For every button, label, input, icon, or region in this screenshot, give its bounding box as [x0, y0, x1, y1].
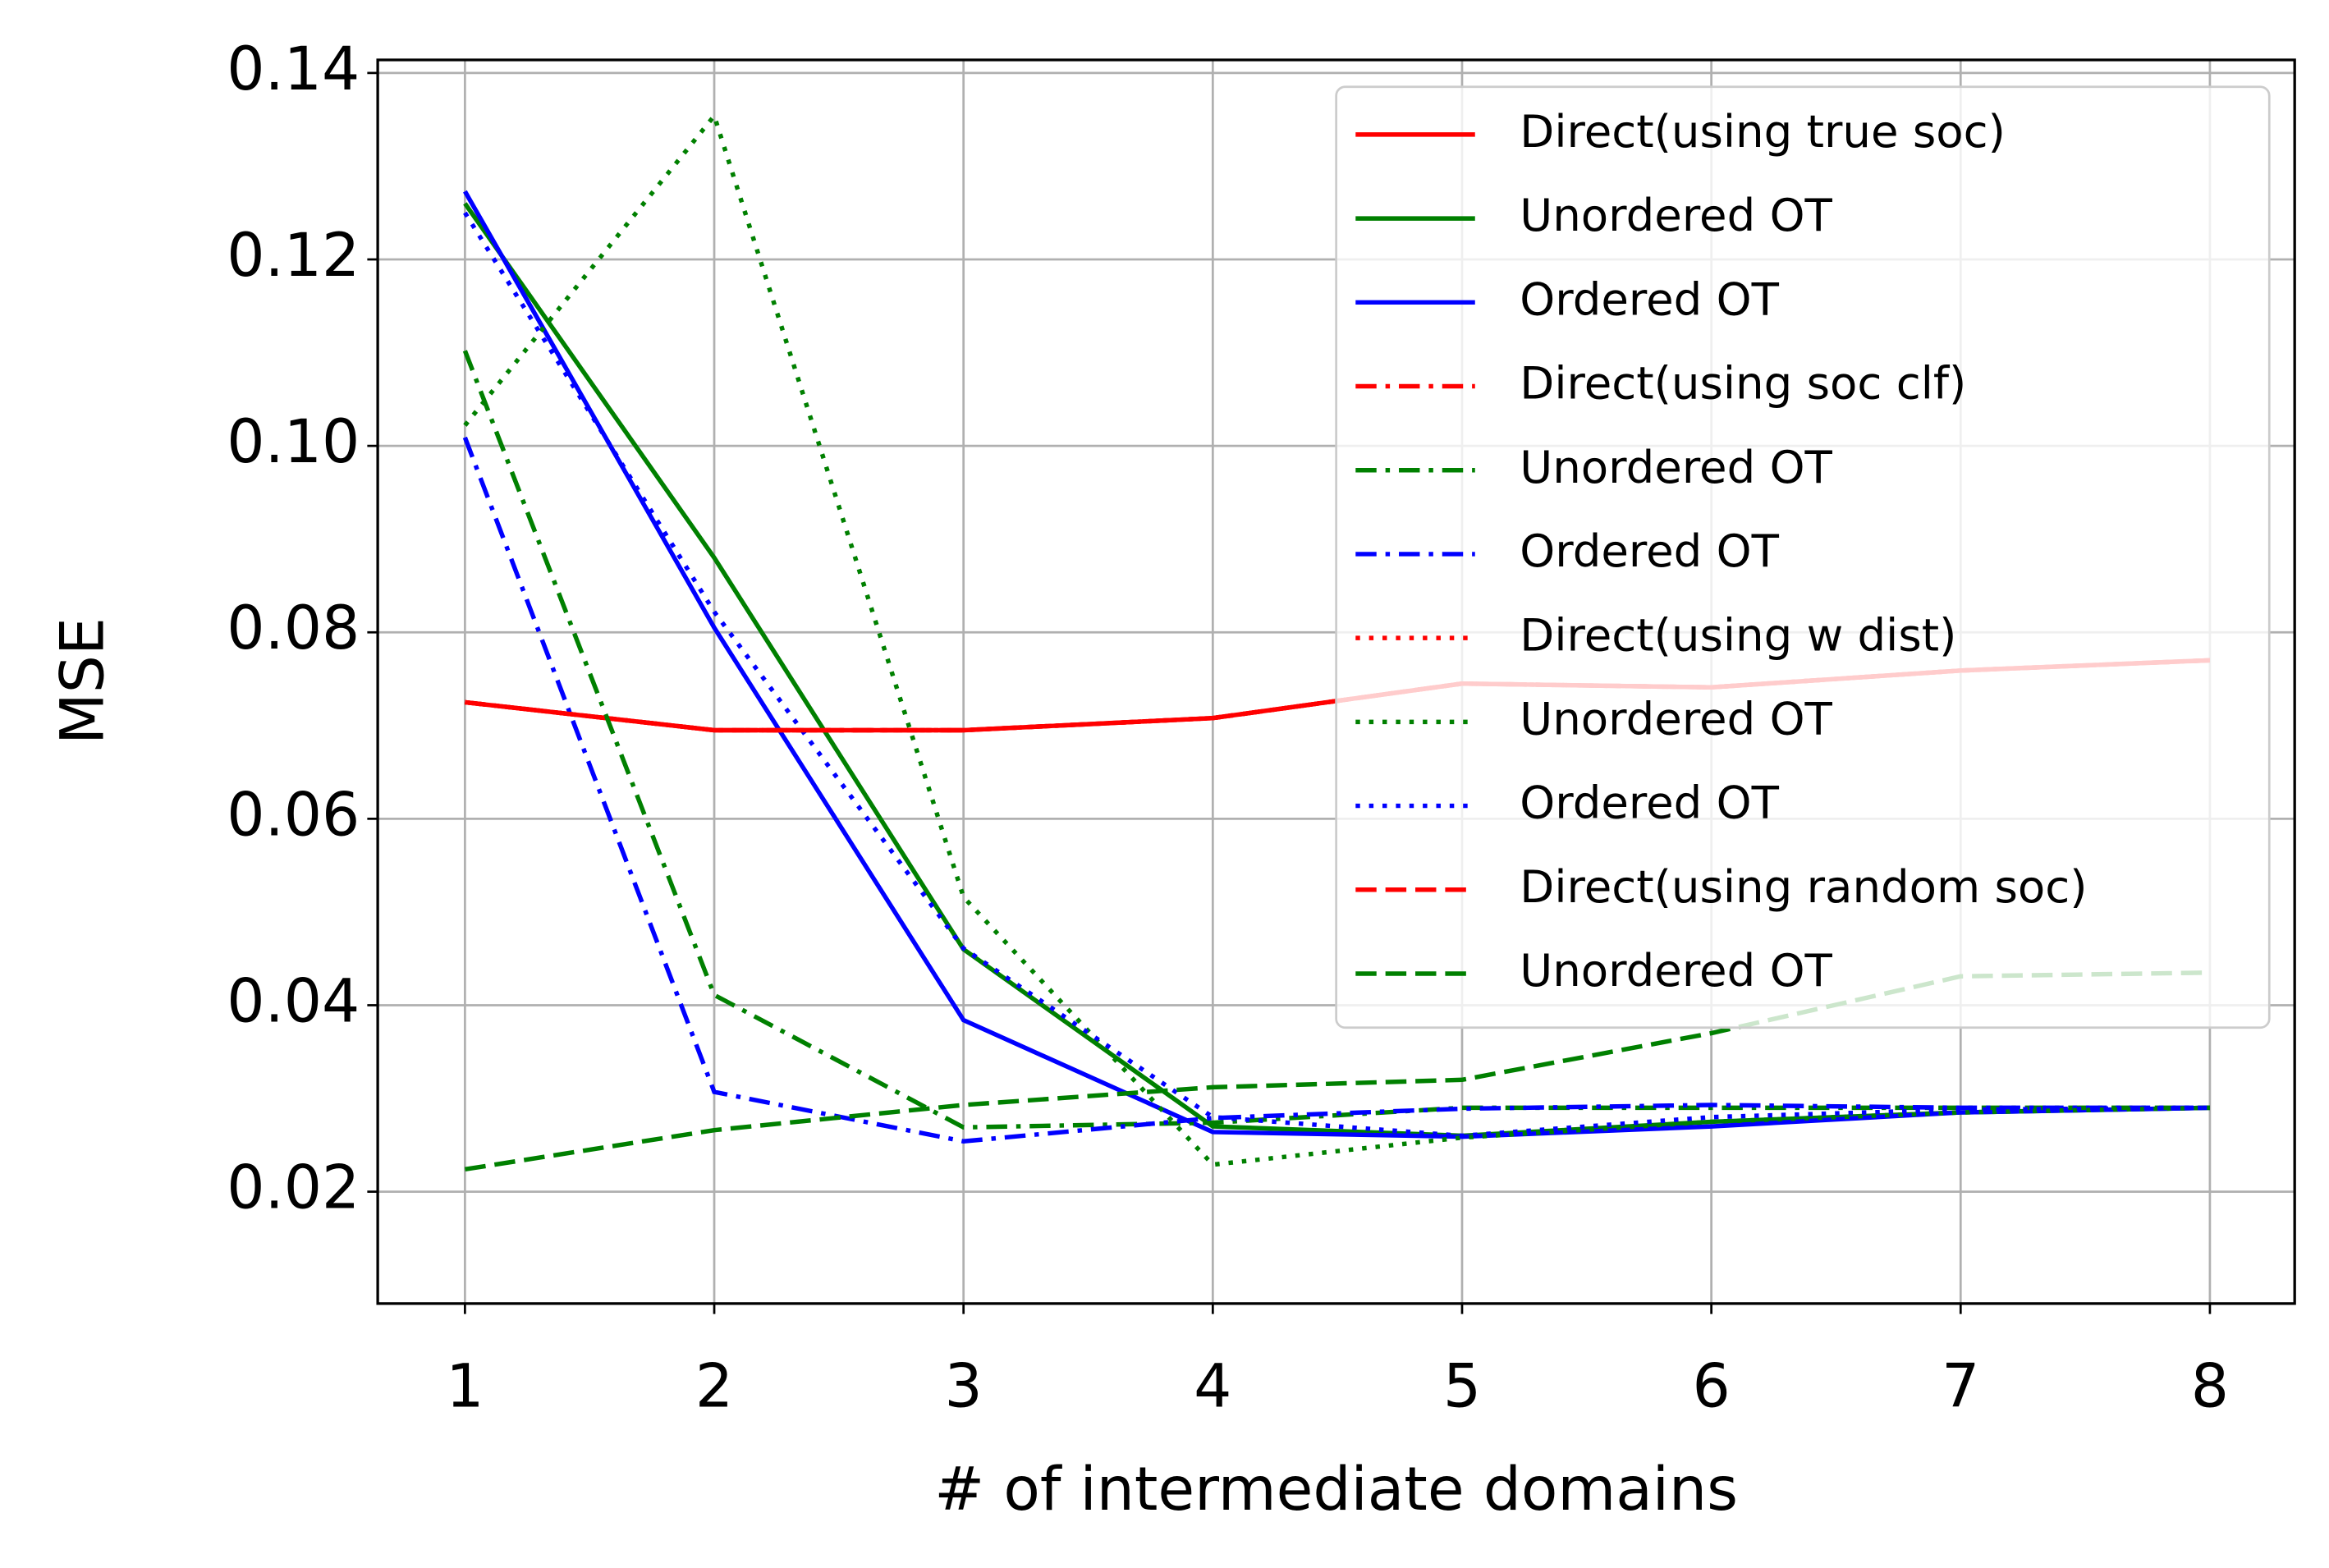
x-tick-label: 5 [1443, 1351, 1481, 1421]
y-tick-label: 0.12 [227, 221, 360, 291]
y-tick-label: 0.14 [227, 34, 360, 104]
x-tick-label: 6 [1692, 1351, 1730, 1421]
axes-frame [376, 58, 2296, 1305]
legend-label: Direct(using w dist) [1520, 608, 1956, 661]
legend-label: Direct(using true soc) [1520, 105, 2006, 158]
x-tick-label: 8 [2191, 1351, 2229, 1421]
x-tick-label: 2 [695, 1351, 733, 1421]
series-line [463, 190, 2210, 1139]
x-tick-label: 7 [1942, 1351, 1979, 1421]
y-tick-label: 0.10 [227, 407, 360, 477]
legend-label: Ordered OT [1520, 273, 1779, 325]
y-tick-label: 0.08 [227, 594, 360, 663]
legend-label: Direct(using soc clf) [1520, 357, 1966, 410]
y-tick-label: 0.04 [227, 966, 360, 1036]
series-line [463, 111, 2210, 1167]
x-tick-label: 3 [945, 1351, 983, 1421]
y-axis-label: MSE [48, 617, 117, 745]
legend-label: Unordered OT [1520, 189, 1832, 241]
legend: Direct(using true soc) Unordered OT Ordere… [1335, 85, 2271, 1029]
legend-label: Ordered OT [1520, 777, 1779, 829]
legend-label: Unordered OT [1520, 944, 1832, 997]
legend-label: Ordered OT [1520, 525, 1779, 577]
y-tick-label: 0.02 [227, 1153, 360, 1223]
legend-box [1335, 85, 2271, 1029]
legend-label: Direct(using random soc) [1520, 860, 2087, 913]
series-line [462, 436, 2210, 1144]
legend-label: Unordered OT [1520, 441, 1832, 493]
series-line [463, 211, 2210, 1139]
x-axis-label: # of intermediate domains [934, 1455, 1738, 1524]
legend-label: Unordered OT [1520, 692, 1832, 745]
x-tick-label: 4 [1194, 1351, 1231, 1421]
y-tick-label: 0.06 [227, 780, 360, 850]
x-tick-label: 1 [446, 1351, 484, 1421]
